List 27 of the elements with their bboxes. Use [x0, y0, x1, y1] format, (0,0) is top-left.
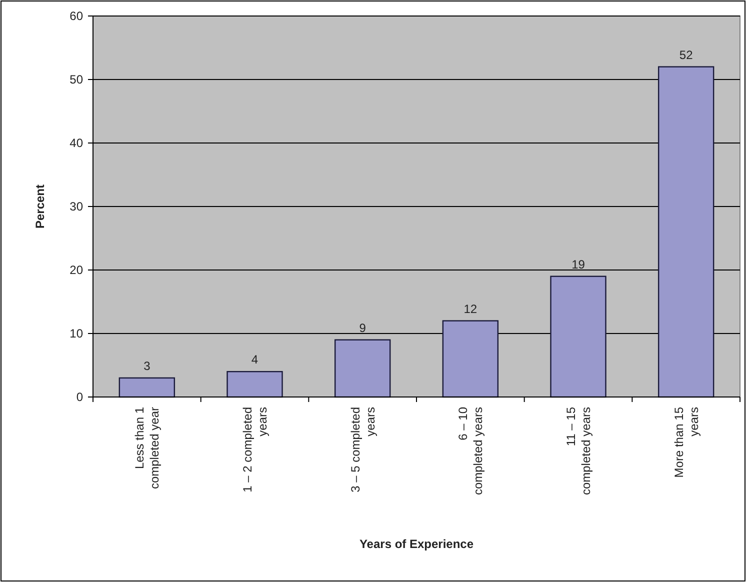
y-tick-label: 60 [70, 9, 84, 24]
x-axis-title: Years of Experience [359, 537, 474, 551]
data-label: 12 [464, 302, 478, 316]
data-label: 52 [679, 48, 694, 62]
x-tick-label: 1 – 2 completed years [240, 407, 270, 492]
x-tick-label: 6 – 10 completed years [456, 406, 486, 496]
y-tick-label: 40 [70, 136, 84, 150]
bar [550, 276, 606, 398]
y-tick-label: 30 [70, 200, 84, 214]
y-tick-label: 0 [76, 390, 84, 404]
y-tick-label: 20 [70, 263, 84, 278]
data-label: 9 [359, 320, 366, 335]
x-tick-label: More than 15 years [672, 406, 701, 478]
x-tick-label: Less than 1 completed year [132, 406, 162, 490]
bar [658, 66, 714, 398]
bar [334, 339, 391, 398]
y-tick-label: 10 [70, 326, 84, 341]
bar [442, 320, 499, 398]
data-label: 19 [572, 257, 586, 272]
bar [226, 371, 283, 398]
data-label: 3 [144, 358, 151, 373]
x-tick-label: 11 – 15 completed years [564, 406, 593, 496]
data-label: 4 [251, 352, 258, 367]
y-tick-label: 50 [70, 72, 84, 87]
y-axis-title: Percent [33, 184, 47, 229]
x-tick-label: 3 – 5 completed years [348, 407, 378, 492]
bar [118, 377, 176, 398]
